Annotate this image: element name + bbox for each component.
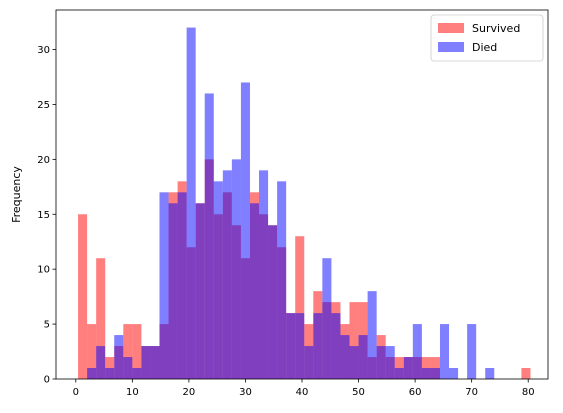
y-tick-label: 15: [37, 210, 50, 221]
bar-died-16: [222, 170, 232, 379]
x-tick-label: 20: [183, 387, 196, 398]
bar-died-8: [150, 346, 160, 379]
y-tick-label: 30: [37, 45, 50, 56]
bar-died-3: [105, 368, 115, 379]
x-tick-label: 50: [352, 387, 365, 398]
y-tick-label: 0: [44, 375, 50, 386]
bar-survived-40: [521, 368, 531, 379]
bar-died-36: [403, 357, 413, 379]
y-axis-label: Frequency: [10, 166, 23, 223]
bar-died-19: [249, 203, 260, 379]
bar-survived-5: [123, 324, 133, 379]
bar-died-1: [87, 368, 97, 379]
legend: Survived Died: [430, 14, 544, 62]
bar-died-5: [123, 357, 133, 379]
bar-died-45: [485, 368, 495, 379]
x-tick-label: 40: [296, 387, 309, 398]
y-tick-label: 10: [37, 265, 50, 276]
legend-swatch-survived: [438, 23, 464, 33]
y-tick-label: 5: [44, 320, 50, 331]
bar-died-15: [213, 181, 223, 379]
bar-died-25: [304, 346, 314, 379]
bar-survived-30: [349, 302, 359, 379]
bar-died-43: [467, 324, 477, 379]
bar-died-40: [439, 324, 450, 379]
bar-died-41: [449, 368, 459, 379]
x-tick-label: 70: [465, 387, 478, 398]
bar-died-39: [430, 368, 440, 379]
bar-died-11: [177, 192, 187, 379]
bar-died-6: [132, 368, 142, 379]
x-tick-label: 30: [239, 387, 252, 398]
bar-died-31: [358, 335, 368, 379]
bar-died-21: [268, 225, 278, 379]
bar-died-22: [277, 181, 287, 379]
bar-died-34: [385, 346, 395, 379]
bar-died-37: [412, 324, 422, 379]
x-tick-label: 80: [522, 387, 535, 398]
bar-died-27: [322, 258, 332, 379]
bar-died-20: [259, 170, 269, 379]
bar-survived-2: [96, 258, 106, 379]
legend-swatch-died: [438, 42, 464, 52]
bar-survived-0: [78, 214, 88, 379]
x-tick-label: 10: [126, 387, 139, 398]
x-tick-label: 0: [73, 387, 79, 398]
bar-died-33: [376, 346, 386, 379]
bar-died-28: [331, 313, 341, 379]
died-bars: [87, 27, 495, 379]
bar-died-14: [204, 93, 214, 379]
x-tick-label: 60: [409, 387, 422, 398]
bar-survived-1: [87, 324, 97, 379]
bar-died-29: [340, 335, 350, 379]
bar-died-17: [231, 159, 241, 379]
bar-died-30: [349, 346, 359, 379]
y-tick-label: 25: [37, 100, 50, 111]
bar-survived-6: [132, 324, 142, 379]
bar-died-7: [141, 346, 151, 379]
bar-died-32: [367, 291, 377, 379]
bar-died-13: [195, 203, 205, 379]
bar-survived-24: [295, 236, 305, 379]
y-tick-label: 20: [37, 155, 50, 166]
bar-died-35: [394, 368, 404, 379]
bar-died-24: [295, 313, 305, 379]
y-axis-ticks: 0 5 10 15 20 25 30: [37, 45, 56, 386]
bar-died-9: [159, 192, 169, 379]
bar-died-26: [313, 313, 323, 379]
bar-died-38: [421, 368, 431, 379]
bar-died-10: [168, 203, 178, 379]
bar-died-12: [186, 27, 196, 379]
legend-label-died: Died: [472, 41, 497, 54]
bar-died-23: [286, 313, 296, 379]
bar-died-2: [96, 346, 106, 379]
bar-died-4: [114, 335, 124, 379]
x-axis-ticks: 0 10 20 30 40 50 60 70 80: [73, 379, 535, 398]
bar-died-18: [240, 82, 250, 379]
legend-label-survived: Survived: [472, 22, 520, 35]
